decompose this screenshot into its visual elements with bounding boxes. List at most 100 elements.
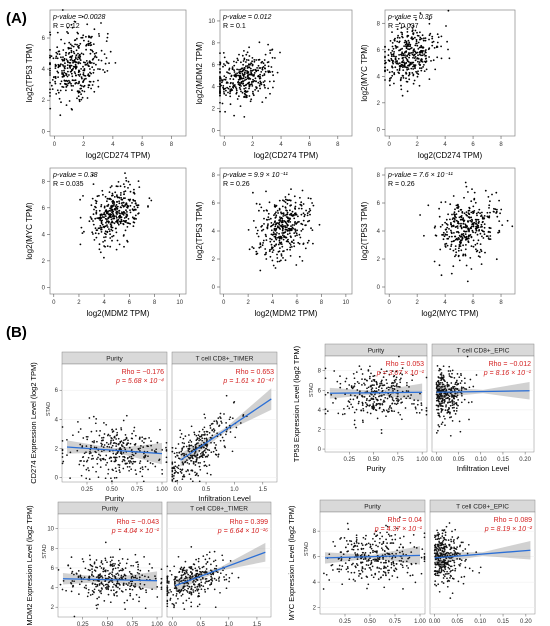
- stat-rho: Rho = 0.653: [236, 369, 274, 376]
- data-point: [134, 434, 137, 437]
- data-point: [95, 604, 98, 607]
- data-point: [384, 56, 386, 59]
- data-point: [451, 213, 453, 216]
- data-point: [171, 467, 174, 470]
- data-point: [116, 194, 118, 197]
- data-point: [134, 202, 137, 205]
- data-point: [267, 212, 270, 215]
- data-point: [229, 72, 231, 75]
- data-point: [272, 86, 274, 89]
- data-point: [286, 209, 288, 212]
- data-point: [412, 54, 415, 57]
- data-point: [73, 59, 76, 62]
- data-point: [91, 593, 94, 596]
- y-tick-label: 0: [212, 285, 216, 291]
- data-point: [127, 456, 129, 459]
- data-point: [183, 572, 186, 574]
- data-point: [374, 573, 377, 576]
- data-point: [183, 474, 185, 476]
- data-point: [102, 241, 104, 243]
- data-point: [393, 55, 395, 58]
- data-point: [147, 455, 149, 458]
- data-point: [93, 239, 96, 241]
- data-point: [134, 575, 137, 577]
- data-point: [85, 35, 87, 38]
- data-point: [213, 429, 216, 432]
- data-point: [407, 567, 410, 569]
- data-point: [245, 61, 247, 63]
- data-point: [111, 573, 113, 576]
- x-tick-label: 1.0: [230, 487, 239, 493]
- data-point: [411, 53, 414, 56]
- data-point: [231, 68, 234, 71]
- data-point: [411, 38, 414, 41]
- regression-line: [66, 446, 163, 455]
- data-point: [200, 571, 202, 573]
- data-point: [356, 381, 359, 383]
- data-point: [109, 245, 112, 248]
- data-point: [219, 572, 222, 575]
- data-point: [90, 446, 92, 449]
- data-point: [223, 88, 225, 91]
- data-point: [171, 473, 174, 476]
- data-point: [308, 208, 311, 210]
- data-point: [472, 239, 475, 242]
- row-label: STAD: [42, 544, 48, 558]
- data-point: [91, 49, 93, 52]
- data-point: [396, 46, 399, 48]
- data-point: [87, 42, 90, 45]
- data-point: [106, 36, 109, 39]
- data-point: [467, 401, 470, 404]
- data-point: [127, 198, 130, 201]
- data-point: [456, 388, 459, 390]
- data-point: [270, 238, 273, 241]
- data-point: [198, 592, 200, 595]
- data-point: [166, 588, 169, 590]
- data-point: [174, 461, 176, 464]
- data-point: [462, 234, 465, 237]
- data-point: [400, 84, 402, 87]
- data-point: [451, 376, 453, 379]
- data-point: [256, 67, 258, 69]
- data-point: [399, 49, 401, 51]
- data-point: [402, 59, 405, 61]
- data-point: [447, 408, 450, 411]
- x-axis-label: log2(CD274 TPM): [418, 151, 483, 160]
- data-point: [122, 467, 125, 470]
- data-point: [308, 210, 310, 213]
- data-point: [271, 70, 274, 73]
- data-point: [435, 382, 438, 384]
- data-point: [448, 399, 451, 401]
- x-tick-label: 0.05: [452, 619, 464, 625]
- data-point: [114, 563, 116, 565]
- data-point: [483, 226, 486, 229]
- data-point: [366, 390, 369, 393]
- x-tick-label: 1.00: [414, 619, 426, 625]
- data-point: [374, 540, 376, 543]
- data-point: [74, 63, 77, 66]
- data-point: [247, 59, 250, 61]
- data-point: [116, 195, 118, 198]
- data-point: [412, 534, 415, 536]
- data-point: [52, 57, 55, 60]
- data-point: [183, 585, 186, 588]
- data-point: [371, 393, 373, 396]
- data-point: [406, 34, 409, 37]
- data-point: [129, 209, 131, 212]
- data-point: [117, 223, 120, 226]
- data-point: [465, 244, 467, 246]
- data-point: [93, 446, 96, 449]
- data-point: [420, 409, 423, 411]
- data-point: [131, 453, 134, 456]
- data-point: [467, 212, 470, 215]
- data-point: [97, 476, 100, 479]
- data-point: [179, 468, 182, 471]
- data-point: [175, 576, 178, 578]
- data-point: [440, 379, 442, 382]
- data-point: [177, 555, 180, 558]
- data-point: [191, 575, 194, 578]
- data-point: [449, 218, 451, 221]
- data-point: [225, 426, 228, 429]
- data-point: [77, 82, 79, 85]
- data-point: [79, 574, 82, 577]
